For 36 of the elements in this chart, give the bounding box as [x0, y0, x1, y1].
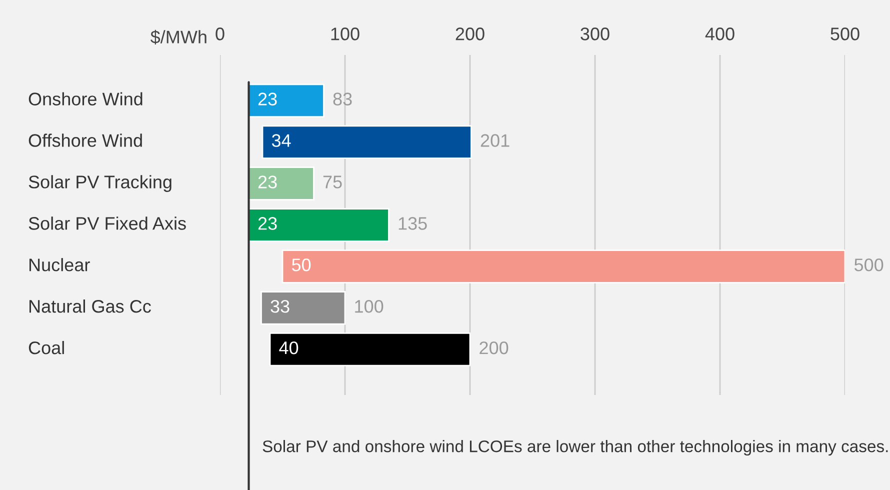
bar — [248, 84, 324, 118]
annotation: 34 — [272, 134, 291, 147]
x-axis-title: $/MWh — [150, 30, 206, 45]
data-label: 83 — [333, 92, 352, 106]
data-label: 135 — [398, 217, 427, 230]
data-label: 500 — [854, 258, 884, 272]
y-tick-label: Natural Gas Cc — [29, 300, 151, 313]
annotation: 50 — [292, 258, 311, 272]
annotation: 23 — [258, 92, 277, 106]
data-label: 100 — [355, 300, 384, 313]
bar — [282, 250, 845, 284]
y-tick-label: Solar PV Fixed Axis — [28, 216, 186, 230]
annotation: 23 — [258, 217, 277, 230]
y-tick-label: Offshore Wind — [28, 134, 142, 147]
x-tick-label: 300 — [580, 28, 610, 40]
bar — [260, 291, 346, 325]
x-tick-label: 200 — [456, 28, 484, 40]
bar — [248, 208, 390, 242]
x-tick-label: 0 — [216, 28, 224, 40]
bar — [262, 125, 472, 159]
annotation: 23 — [258, 176, 277, 188]
data-label: 75 — [323, 176, 342, 188]
bar — [269, 332, 471, 366]
x-tick-label: 100 — [331, 28, 360, 40]
annotation: 33 — [270, 300, 290, 313]
y-tick-label: Nuclear — [29, 258, 90, 272]
bar — [248, 166, 314, 200]
y-tick-label: Solar PV Tracking — [28, 175, 172, 192]
x-tick-label: 400 — [705, 28, 734, 40]
annotation: 40 — [279, 341, 298, 354]
y-tick-label: Onshore Wind — [28, 92, 142, 106]
data-label: 200 — [480, 341, 508, 354]
x-tick-label: 500 — [830, 28, 860, 40]
text: Solar PV and onshore wind LCOEs are lower than other technologies in many cases. — [262, 440, 888, 456]
data-label: 201 — [480, 134, 510, 147]
y-tick-label: Coal — [28, 340, 64, 354]
